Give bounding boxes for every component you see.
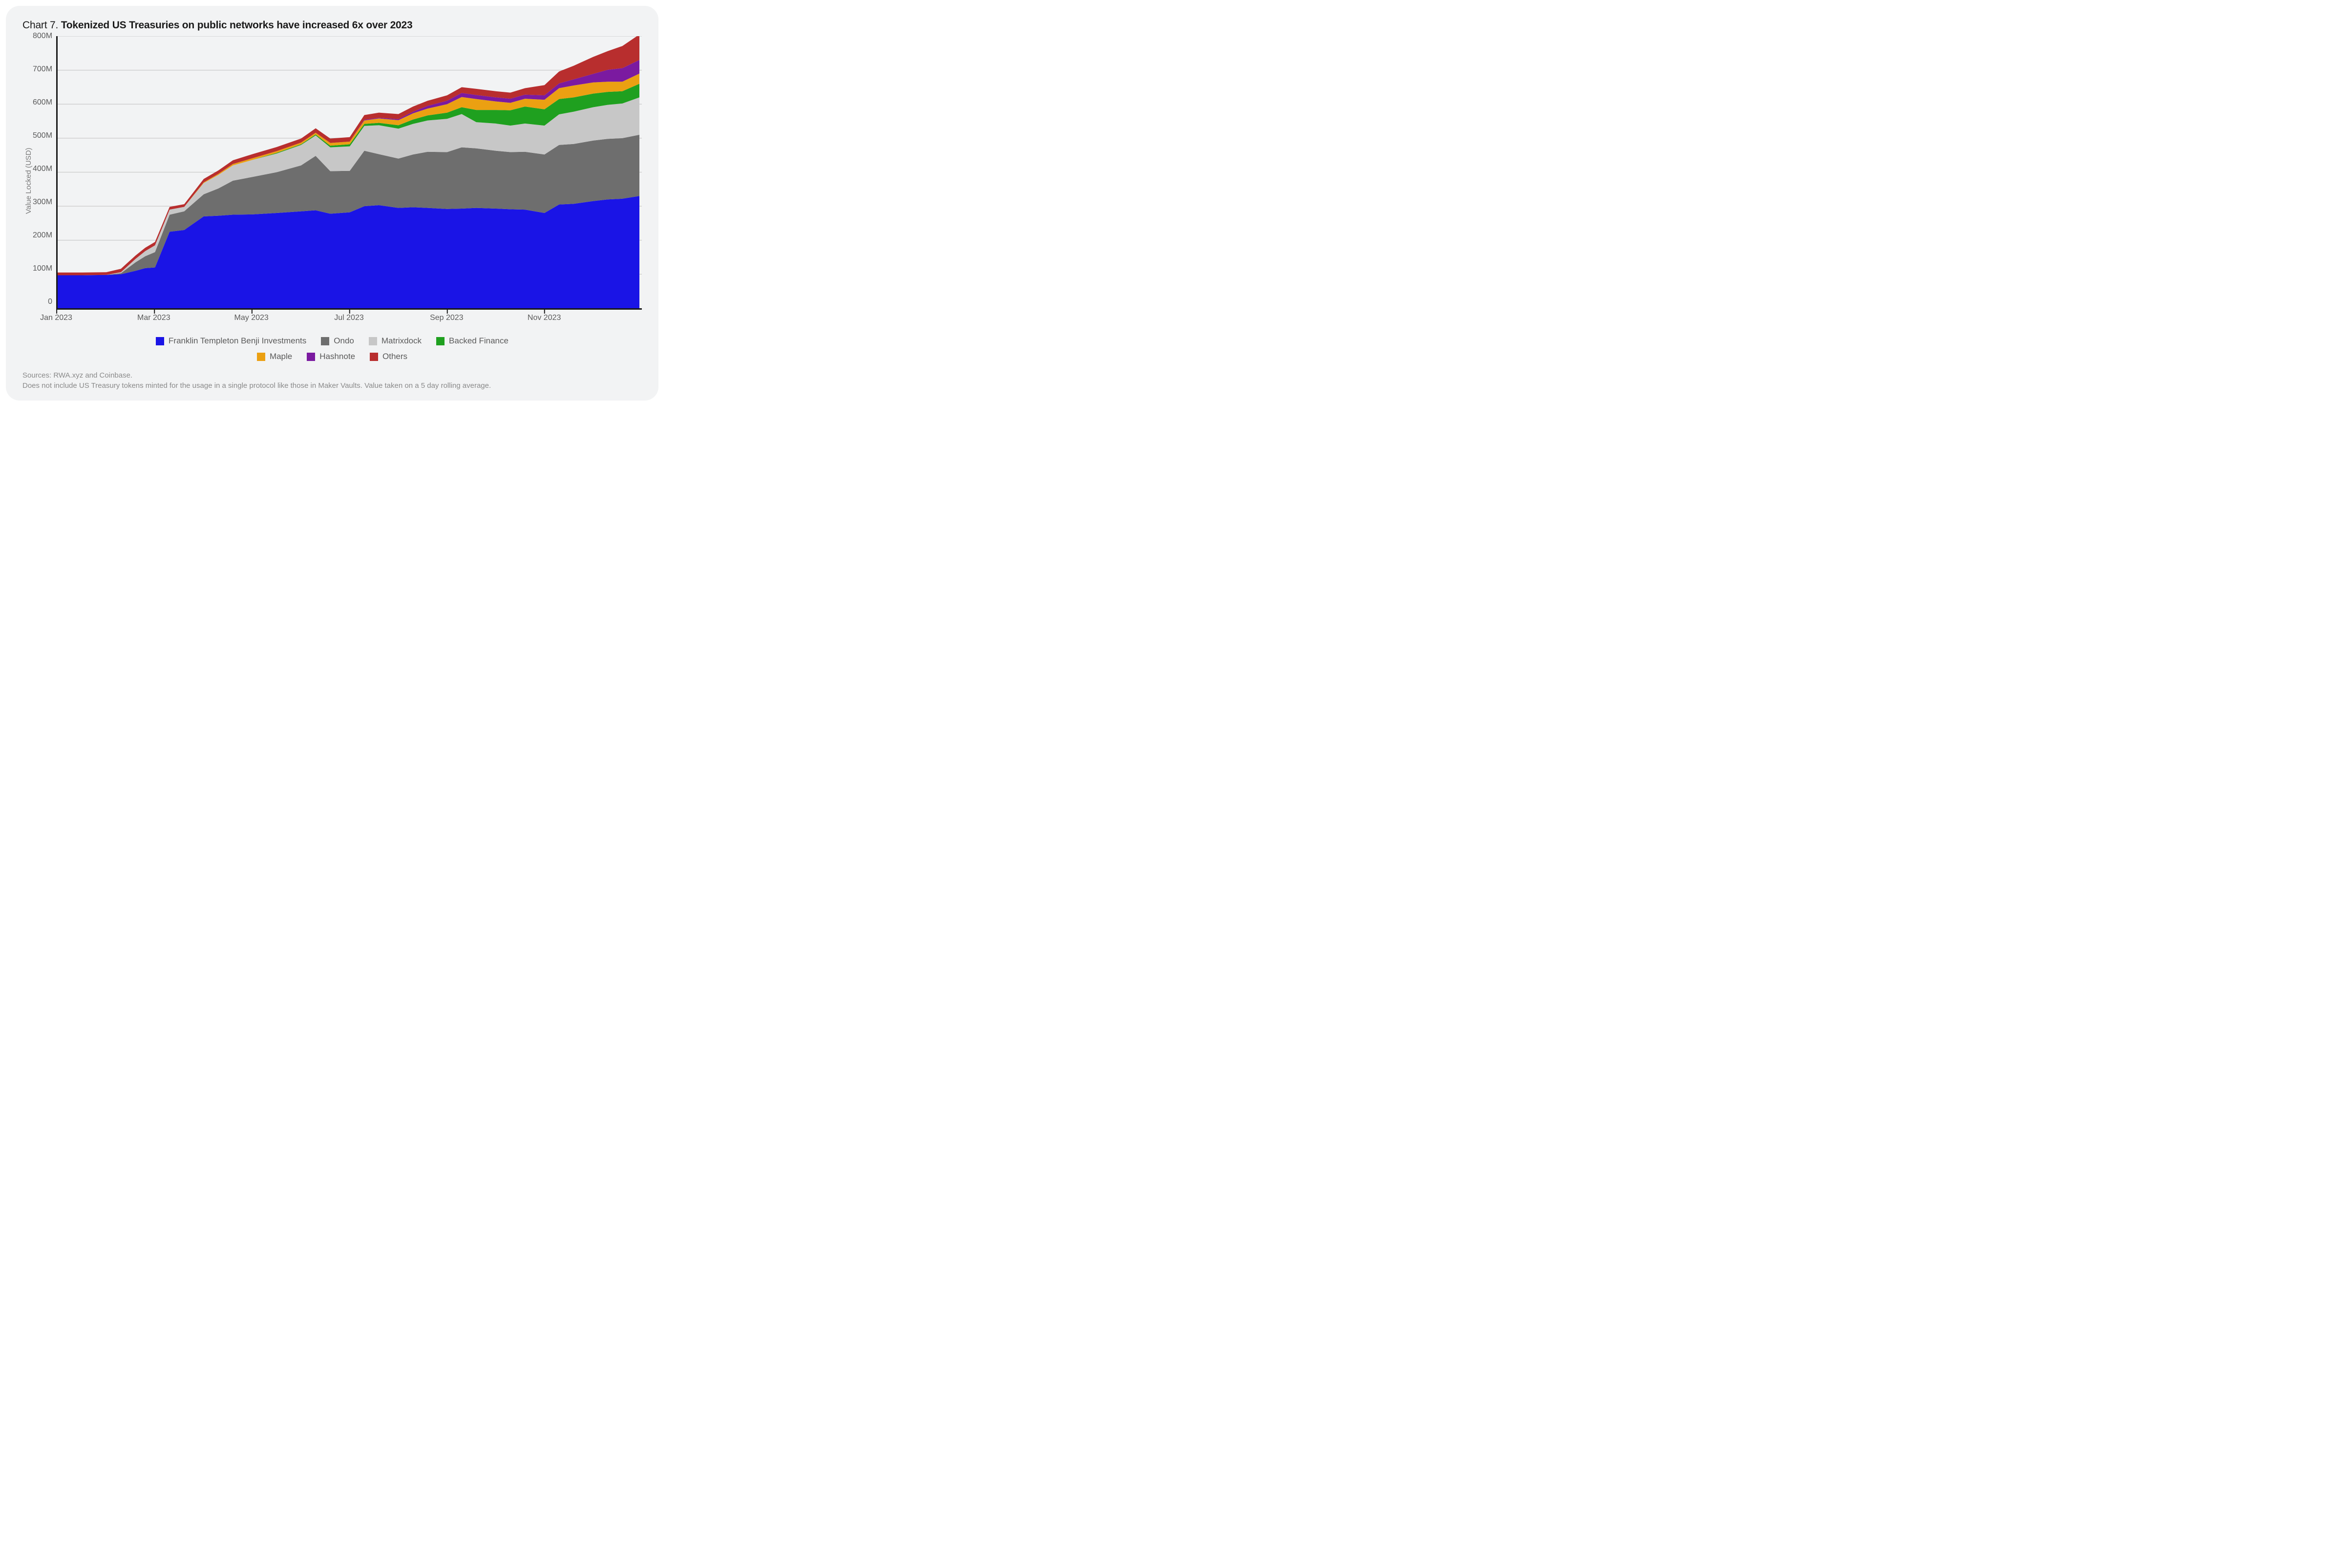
legend-label: Ondo xyxy=(334,336,354,346)
sources-note: Sources: RWA.xyz and Coinbase. Does not … xyxy=(22,370,642,391)
x-tick-label: May 2023 xyxy=(234,314,269,322)
legend-swatch xyxy=(257,353,265,361)
y-tick-label: 100M xyxy=(33,265,52,273)
x-tick-label: Nov 2023 xyxy=(528,314,561,322)
legend-label: Maple xyxy=(270,352,292,361)
legend-label: Others xyxy=(382,352,407,361)
legend-swatch xyxy=(436,337,445,345)
legend-label: Matrixdock xyxy=(381,336,422,346)
sources-line-2: Does not include US Treasury tokens mint… xyxy=(22,381,642,391)
y-tick-label: 300M xyxy=(33,198,52,206)
legend-swatch xyxy=(156,337,164,345)
legend-item: Hashnote xyxy=(307,352,355,361)
legend-swatch xyxy=(321,337,329,345)
legend-swatch xyxy=(370,353,378,361)
legend-swatch xyxy=(369,337,377,345)
legend-item: Matrixdock xyxy=(369,336,422,346)
legend-item: Backed Finance xyxy=(436,336,508,346)
title-main: Tokenized US Treasuries on public networ… xyxy=(61,20,413,31)
x-axis-ticks: Jan 2023Mar 2023May 2023Jul 2023Sep 2023… xyxy=(56,310,642,325)
chart-area: Value Locked (USD) 800M700M600M500M400M3… xyxy=(22,36,642,325)
legend-item: Ondo xyxy=(321,336,354,346)
y-tick-label: 0 xyxy=(33,298,52,306)
legend-swatch xyxy=(307,353,315,361)
x-tick-label: Sep 2023 xyxy=(430,314,464,322)
x-tick-label: Jul 2023 xyxy=(334,314,364,322)
y-tick-label: 600M xyxy=(33,99,52,106)
legend-label: Backed Finance xyxy=(449,336,508,346)
y-axis-ticks: 800M700M600M500M400M300M200M100M0 xyxy=(33,36,56,310)
legend-item: Others xyxy=(370,352,407,361)
title-prefix: Chart 7. xyxy=(22,20,61,31)
x-tick-label: Mar 2023 xyxy=(137,314,170,322)
plot-area xyxy=(56,36,642,310)
y-tick-label: 200M xyxy=(33,232,52,239)
legend-label: Hashnote xyxy=(319,352,355,361)
chart-title: Chart 7. Tokenized US Treasuries on publ… xyxy=(22,20,642,31)
legend-label: Franklin Templeton Benji Investments xyxy=(169,336,306,346)
sources-line-1: Sources: RWA.xyz and Coinbase. xyxy=(22,370,642,381)
y-tick-label: 500M xyxy=(33,132,52,140)
legend-item: Franklin Templeton Benji Investments xyxy=(156,336,306,346)
legend-item: Maple xyxy=(257,352,292,361)
legend: Franklin Templeton Benji Investments Ondo… xyxy=(22,336,642,361)
y-axis-label: Value Locked (USD) xyxy=(22,44,33,318)
chart-card: Chart 7. Tokenized US Treasuries on publ… xyxy=(6,6,658,401)
x-tick-label: Jan 2023 xyxy=(40,314,72,322)
y-tick-label: 800M xyxy=(33,32,52,40)
y-tick-label: 700M xyxy=(33,65,52,73)
y-tick-label: 400M xyxy=(33,165,52,173)
